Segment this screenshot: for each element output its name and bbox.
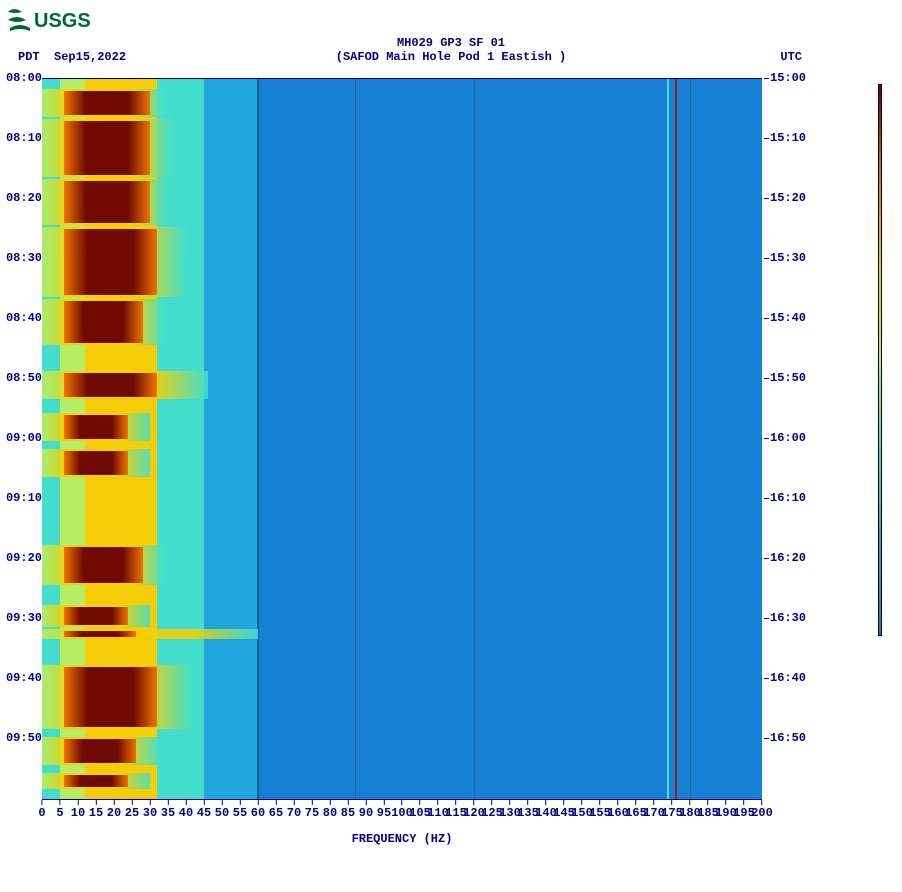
spectrogram: [42, 78, 762, 800]
y-tick: 09:40: [0, 671, 42, 685]
energy-burst-core: [64, 121, 150, 175]
y-tick: 16:20: [770, 551, 812, 565]
energy-burst-core: [64, 181, 150, 223]
y-tick: 08:10: [0, 131, 42, 145]
spectral-line: [257, 79, 259, 799]
y-tick: 09:10: [0, 491, 42, 505]
usgs-logo: USGS: [0, 0, 902, 32]
y-tick: 08:40: [0, 311, 42, 325]
x-tick: 65: [269, 800, 283, 820]
x-tick: 20: [107, 800, 121, 820]
spectral-line: [690, 79, 691, 799]
y-tick: 16:30: [770, 611, 812, 625]
y-tick: 08:30: [0, 251, 42, 265]
x-tick: 50: [215, 800, 229, 820]
x-tick: 40: [179, 800, 193, 820]
y-tick: 16:10: [770, 491, 812, 505]
energy-burst-core: [64, 631, 136, 637]
x-tick: 95: [377, 800, 391, 820]
x-tick: 60: [251, 800, 265, 820]
y-tick: 15:20: [770, 191, 812, 205]
spectral-line: [667, 79, 669, 799]
y-tick: 15:10: [770, 131, 812, 145]
x-tick: 35: [161, 800, 175, 820]
x-tick: 75: [305, 800, 319, 820]
x-tick: 85: [341, 800, 355, 820]
energy-burst-core: [64, 775, 129, 787]
energy-burst-core: [64, 547, 143, 583]
tz-right: UTC: [780, 50, 802, 64]
x-tick: 0: [38, 800, 45, 820]
energy-burst-core: [64, 667, 158, 727]
y-tick: 15:40: [770, 311, 812, 325]
header-title-2: (SAFOD Main Hole Pod 1 Eastish ): [0, 50, 902, 64]
colorbar: [878, 84, 882, 636]
y-tick: 09:20: [0, 551, 42, 565]
energy-burst-core: [64, 607, 129, 625]
x-axis: 0510152025303540455055606570758085909510…: [42, 800, 762, 830]
energy-burst-core: [64, 301, 143, 343]
y-tick: 09:30: [0, 611, 42, 625]
x-axis-label: FREQUENCY (HZ): [42, 832, 762, 846]
x-tick: 200: [751, 800, 773, 820]
energy-burst-core: [64, 229, 158, 295]
energy-burst-core: [64, 91, 150, 115]
y-tick: 08:50: [0, 371, 42, 385]
y-axis-left: 08:0008:1008:2008:3008:4008:5009:0009:10…: [0, 78, 42, 798]
y-tick: 08:00: [0, 71, 42, 85]
energy-burst-core: [64, 415, 129, 439]
y-tick: 09:50: [0, 731, 42, 745]
plot-area: 08:0008:1008:2008:3008:4008:5009:0009:10…: [42, 78, 762, 846]
energy-burst-core: [64, 451, 129, 475]
y-tick: 16:50: [770, 731, 812, 745]
x-tick: 10: [71, 800, 85, 820]
y-tick: 09:00: [0, 431, 42, 445]
chart-header: PDT Sep15,2022 MH029 GP3 SF 01 (SAFOD Ma…: [0, 32, 902, 72]
x-tick: 45: [197, 800, 211, 820]
spectral-line: [355, 79, 356, 799]
spectral-line: [474, 79, 475, 799]
y-tick: 16:00: [770, 431, 812, 445]
energy-burst-core: [64, 373, 158, 397]
y-tick: 16:40: [770, 671, 812, 685]
y-axis-right: 15:0015:1015:2015:3015:4015:5016:0016:10…: [770, 78, 812, 798]
y-tick: 15:30: [770, 251, 812, 265]
energy-burst-core: [64, 739, 136, 763]
header-title-1: MH029 GP3 SF 01: [0, 36, 902, 50]
x-tick: 80: [323, 800, 337, 820]
x-tick: 15: [89, 800, 103, 820]
x-tick: 90: [359, 800, 373, 820]
x-tick: 70: [287, 800, 301, 820]
x-tick: 25: [125, 800, 139, 820]
x-tick: 55: [233, 800, 247, 820]
y-tick: 15:50: [770, 371, 812, 385]
logo-text: USGS: [34, 10, 91, 32]
y-tick: 08:20: [0, 191, 42, 205]
x-tick: 30: [143, 800, 157, 820]
y-tick: 15:00: [770, 71, 812, 85]
x-tick: 5: [56, 800, 63, 820]
spectral-line: [675, 79, 677, 799]
